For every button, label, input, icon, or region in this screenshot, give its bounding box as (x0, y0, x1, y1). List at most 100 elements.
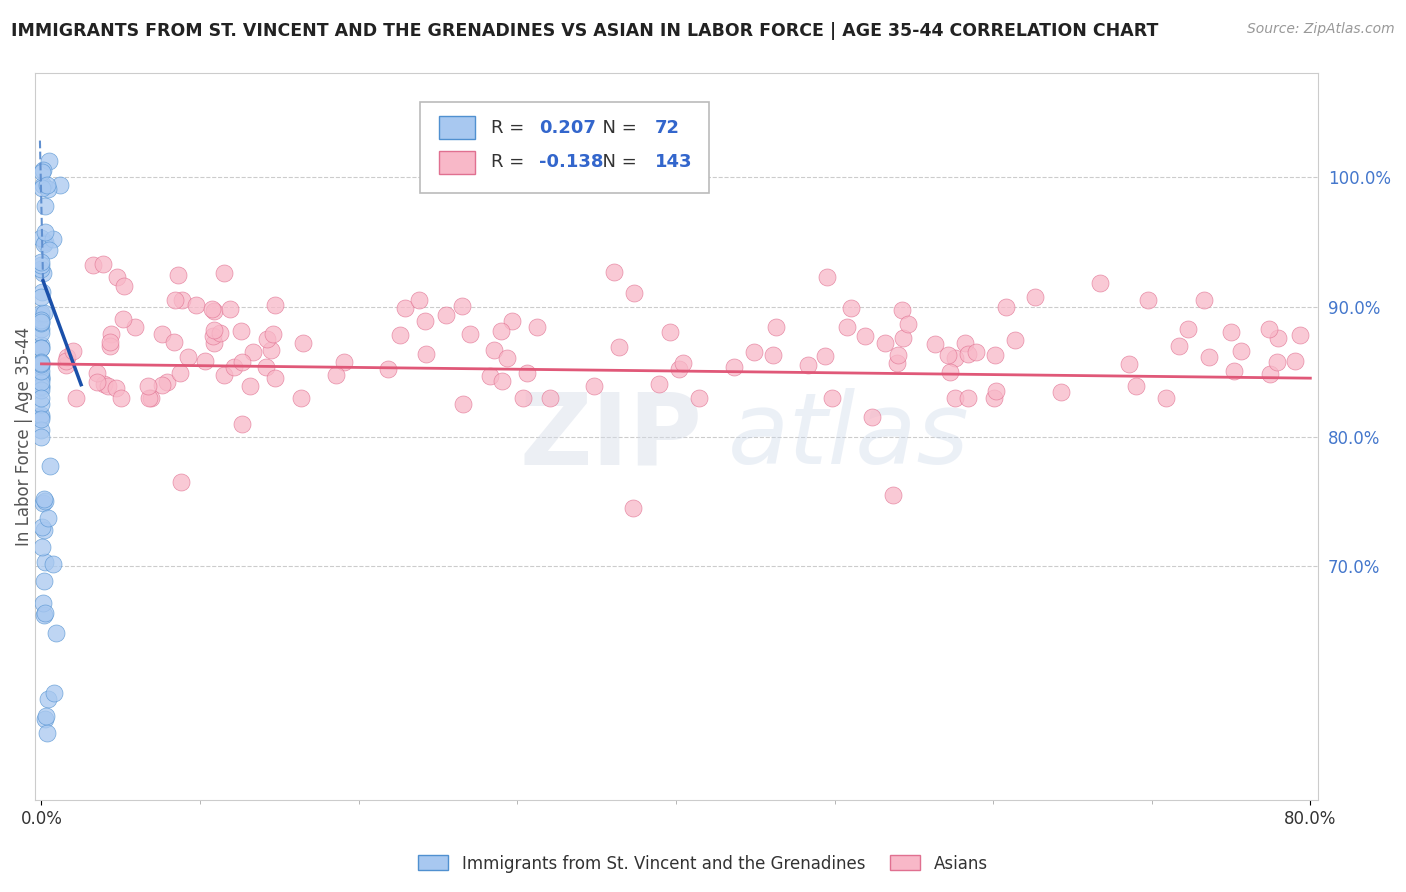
Point (1050, 385, 1073, 400)
Text: 143: 143 (655, 153, 692, 171)
Point (37, 511, 59, 525)
Point (34, 524, 56, 538)
Point (34, 199, 56, 213)
Point (177, 350, 200, 364)
Point (943, 391, 966, 405)
Point (30, 230, 52, 244)
Text: Source: ZipAtlas.com: Source: ZipAtlas.com (1247, 22, 1395, 37)
FancyBboxPatch shape (420, 102, 709, 193)
Point (30, 383, 52, 397)
Point (408, 293, 430, 308)
Point (219, 301, 242, 316)
Point (30, 409, 52, 423)
Point (163, 293, 186, 308)
Point (30, 375, 52, 389)
Point (212, 368, 235, 382)
Point (30, 368, 52, 382)
Point (98, 334, 121, 349)
Point (886, 356, 908, 370)
Point (150, 377, 173, 392)
Point (609, 340, 631, 354)
Point (814, 349, 837, 363)
Point (479, 368, 502, 383)
Point (658, 325, 681, 339)
Point (434, 308, 457, 322)
Point (32, 574, 55, 588)
Point (229, 324, 252, 338)
Point (413, 314, 436, 328)
Point (138, 391, 160, 405)
Point (30, 370, 52, 384)
Point (31, 520, 53, 534)
Point (891, 303, 914, 318)
Point (212, 266, 235, 280)
Point (65, 391, 87, 405)
Text: 72: 72 (655, 119, 681, 136)
Point (762, 348, 785, 362)
Point (965, 345, 987, 359)
Point (394, 301, 416, 316)
Point (37, 691, 59, 706)
Point (30, 356, 52, 370)
Point (1118, 357, 1140, 371)
Point (875, 336, 897, 351)
Point (853, 328, 876, 343)
Point (583, 379, 606, 393)
Point (30, 357, 52, 371)
Point (30, 326, 52, 340)
Point (38, 243, 60, 257)
Point (55, 350, 77, 364)
Point (495, 351, 517, 365)
Point (30, 359, 52, 373)
Point (957, 347, 980, 361)
Point (30, 306, 52, 320)
Point (388, 328, 411, 343)
Point (821, 391, 844, 405)
Point (1265, 355, 1288, 369)
Point (256, 332, 278, 346)
Point (44, 686, 66, 700)
Point (35, 708, 58, 723)
Point (939, 365, 962, 379)
Point (891, 331, 914, 345)
Point (1168, 339, 1191, 353)
Point (897, 317, 920, 331)
Point (42, 232, 65, 246)
Point (259, 343, 281, 357)
Point (1289, 328, 1312, 343)
Point (112, 279, 135, 293)
Text: 0.207: 0.207 (540, 119, 596, 136)
Point (1156, 391, 1178, 405)
Point (254, 359, 277, 374)
Point (860, 410, 883, 425)
Point (31, 178, 53, 193)
Text: IMMIGRANTS FROM ST. VINCENT AND THE GRENADINES VS ASIAN IN LABOR FORCE | AGE 35-: IMMIGRANTS FROM ST. VINCENT AND THE GREN… (11, 22, 1159, 40)
Point (1230, 343, 1253, 358)
FancyBboxPatch shape (439, 151, 475, 174)
Point (953, 336, 976, 351)
Point (111, 312, 134, 326)
Point (86, 376, 108, 390)
Point (30, 308, 52, 322)
Point (242, 345, 264, 359)
Point (105, 381, 128, 395)
Point (97, 379, 120, 393)
Point (34, 606, 56, 620)
Point (30, 316, 52, 330)
Point (31, 165, 53, 179)
Point (491, 374, 513, 388)
Point (30, 429, 52, 443)
Point (817, 270, 839, 285)
Point (984, 348, 1007, 362)
Point (31, 540, 53, 554)
Text: N =: N = (591, 153, 643, 171)
Text: R =: R = (491, 119, 530, 136)
Point (202, 335, 225, 350)
Point (156, 375, 179, 389)
Point (202, 304, 225, 318)
Point (110, 391, 132, 405)
Point (31, 285, 53, 299)
Point (201, 328, 224, 343)
Point (30, 391, 52, 405)
Y-axis label: In Labor Force | Age 35-44: In Labor Force | Age 35-44 (15, 327, 32, 546)
